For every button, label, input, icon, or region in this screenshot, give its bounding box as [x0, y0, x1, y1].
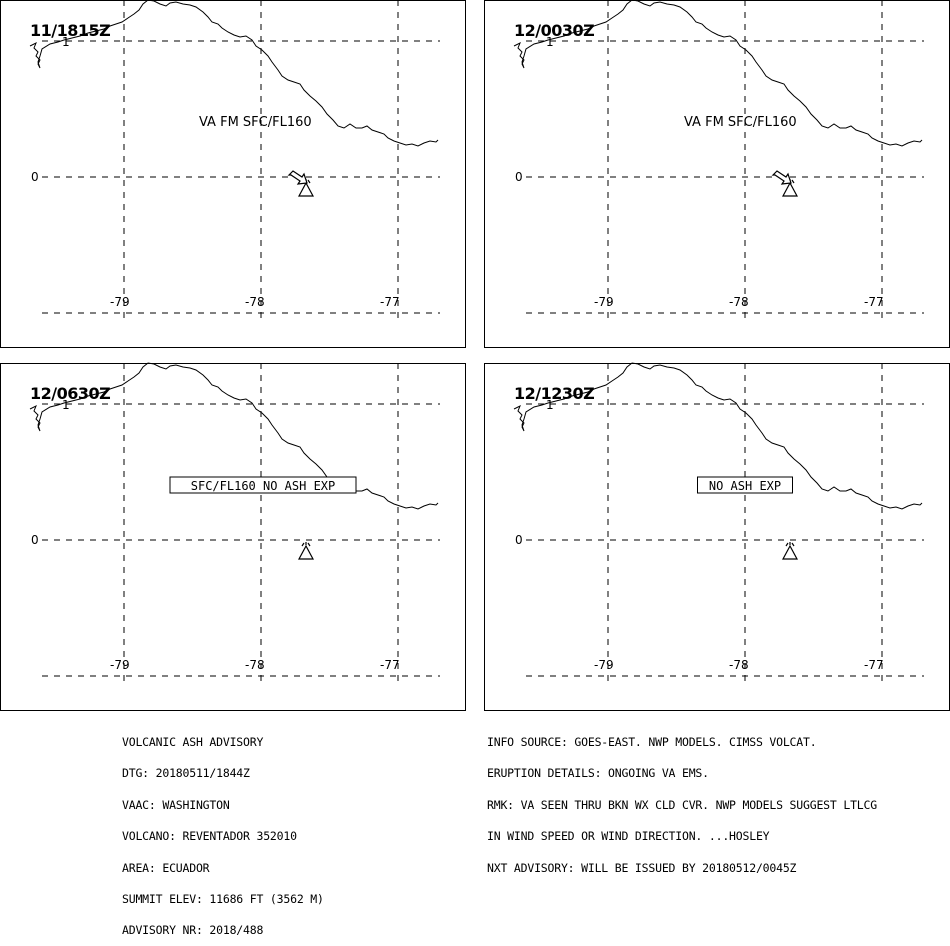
volcano-symbol [781, 181, 799, 197]
map-panel: 1 0 -79 -78 -77 11/1815Z VA FM SFC/FL160 [0, 0, 466, 348]
advisory-info-left: VOLCANIC ASH ADVISORY DTG: 20180511/1844… [122, 716, 324, 946]
advisory-line: VOLCANIC ASH ADVISORY [122, 735, 264, 749]
advisory-line: ERUPTION DETAILS: ONGOING VA EMS. [487, 766, 709, 781]
ash-status-label: SFC/FL160 NO ASH EXP [191, 479, 336, 493]
latitude-label: 0 [515, 533, 523, 547]
longitude-label: -79 [110, 658, 130, 672]
advisory-line: AREA: ECUADOR [122, 860, 210, 875]
map-panel: 1 0 -79 -78 -77 12/0630Z SFC/FL160 NO ASH EXP [0, 362, 466, 711]
forecast-time-label: 11/1815Z [30, 21, 110, 40]
advisory-line: INFO SOURCE: GOES-EAST. NWP MODELS. CIMS… [487, 735, 817, 749]
coastline [513, 362, 923, 510]
longitude-label: -77 [864, 295, 884, 309]
va-advisory-map-set: 1 0 -79 -78 -77 11/1815Z VA FM SFC/FL160 1 0 -79 -… [0, 0, 950, 711]
ash-layer-label: VA FM SFC/FL160 [199, 115, 312, 130]
advisory-line: NXT ADVISORY: WILL BE ISSUED BY 20180512… [487, 860, 797, 875]
volcano-symbol [297, 544, 315, 560]
coastline [29, 0, 439, 147]
latitude-label: 1 [546, 398, 554, 412]
map-panel: 1 0 -79 -78 -77 12/1230Z NO ASH EXP [484, 362, 950, 711]
longitude-label: -77 [864, 658, 884, 672]
coastline [29, 362, 439, 510]
volcano-symbol [297, 181, 315, 197]
longitude-label: -77 [380, 658, 400, 672]
advisory-line: DTG: 20180511/1844Z [122, 766, 250, 781]
ash-layer-label: VA FM SFC/FL160 [684, 115, 797, 130]
longitude-label: -79 [594, 295, 614, 309]
longitude-label: -78 [245, 295, 265, 309]
longitude-label: -77 [380, 295, 400, 309]
ash-status-box [169, 476, 357, 494]
longitude-label: -79 [110, 295, 130, 309]
advisory-line: ADVISORY NR: 2018/488 [122, 923, 264, 938]
ash-status-box [697, 476, 793, 494]
latitude-label: 1 [546, 35, 554, 49]
volcano-symbol [781, 544, 799, 560]
advisory-line: RMK: VA SEEN THRU BKN WX CLD CVR. NWP MO… [487, 797, 877, 812]
latitude-label: 0 [515, 170, 523, 184]
coastline [513, 0, 923, 147]
longitude-label: -79 [594, 658, 614, 672]
longitude-label: -78 [729, 658, 749, 672]
longitude-label: -78 [729, 295, 749, 309]
advisory-line: SUMMIT ELEV: 11686 FT (3562 M) [122, 891, 324, 906]
latitude-label: 0 [31, 533, 39, 547]
ash-drift-arrow [287, 170, 308, 185]
ash-status-label: NO ASH EXP [709, 479, 781, 493]
latitude-label: 1 [62, 398, 70, 412]
latitude-label: 1 [62, 35, 70, 49]
forecast-time-label: 12/0030Z [514, 21, 594, 40]
advisory-line: VOLCANO: REVENTADOR 352010 [122, 829, 297, 844]
forecast-time-label: 12/0630Z [30, 384, 110, 403]
map-panel: 1 0 -79 -78 -77 12/0030Z VA FM SFC/FL160 [484, 0, 950, 348]
forecast-time-label: 12/1230Z [514, 384, 594, 403]
advisory-line: VAAC: WASHINGTON [122, 797, 230, 812]
latitude-label: 0 [31, 170, 39, 184]
ash-drift-arrow [771, 170, 792, 185]
advisory-line: IN WIND SPEED OR WIND DIRECTION. ...HOSL… [487, 829, 770, 844]
panel-frame [0, 363, 466, 711]
volcano-smoke [785, 542, 795, 547]
volcano-smoke [301, 542, 311, 547]
panel-frame [0, 0, 466, 348]
advisory-info-right: INFO SOURCE: GOES-EAST. NWP MODELS. CIMS… [487, 716, 877, 883]
longitude-label: -78 [245, 658, 265, 672]
